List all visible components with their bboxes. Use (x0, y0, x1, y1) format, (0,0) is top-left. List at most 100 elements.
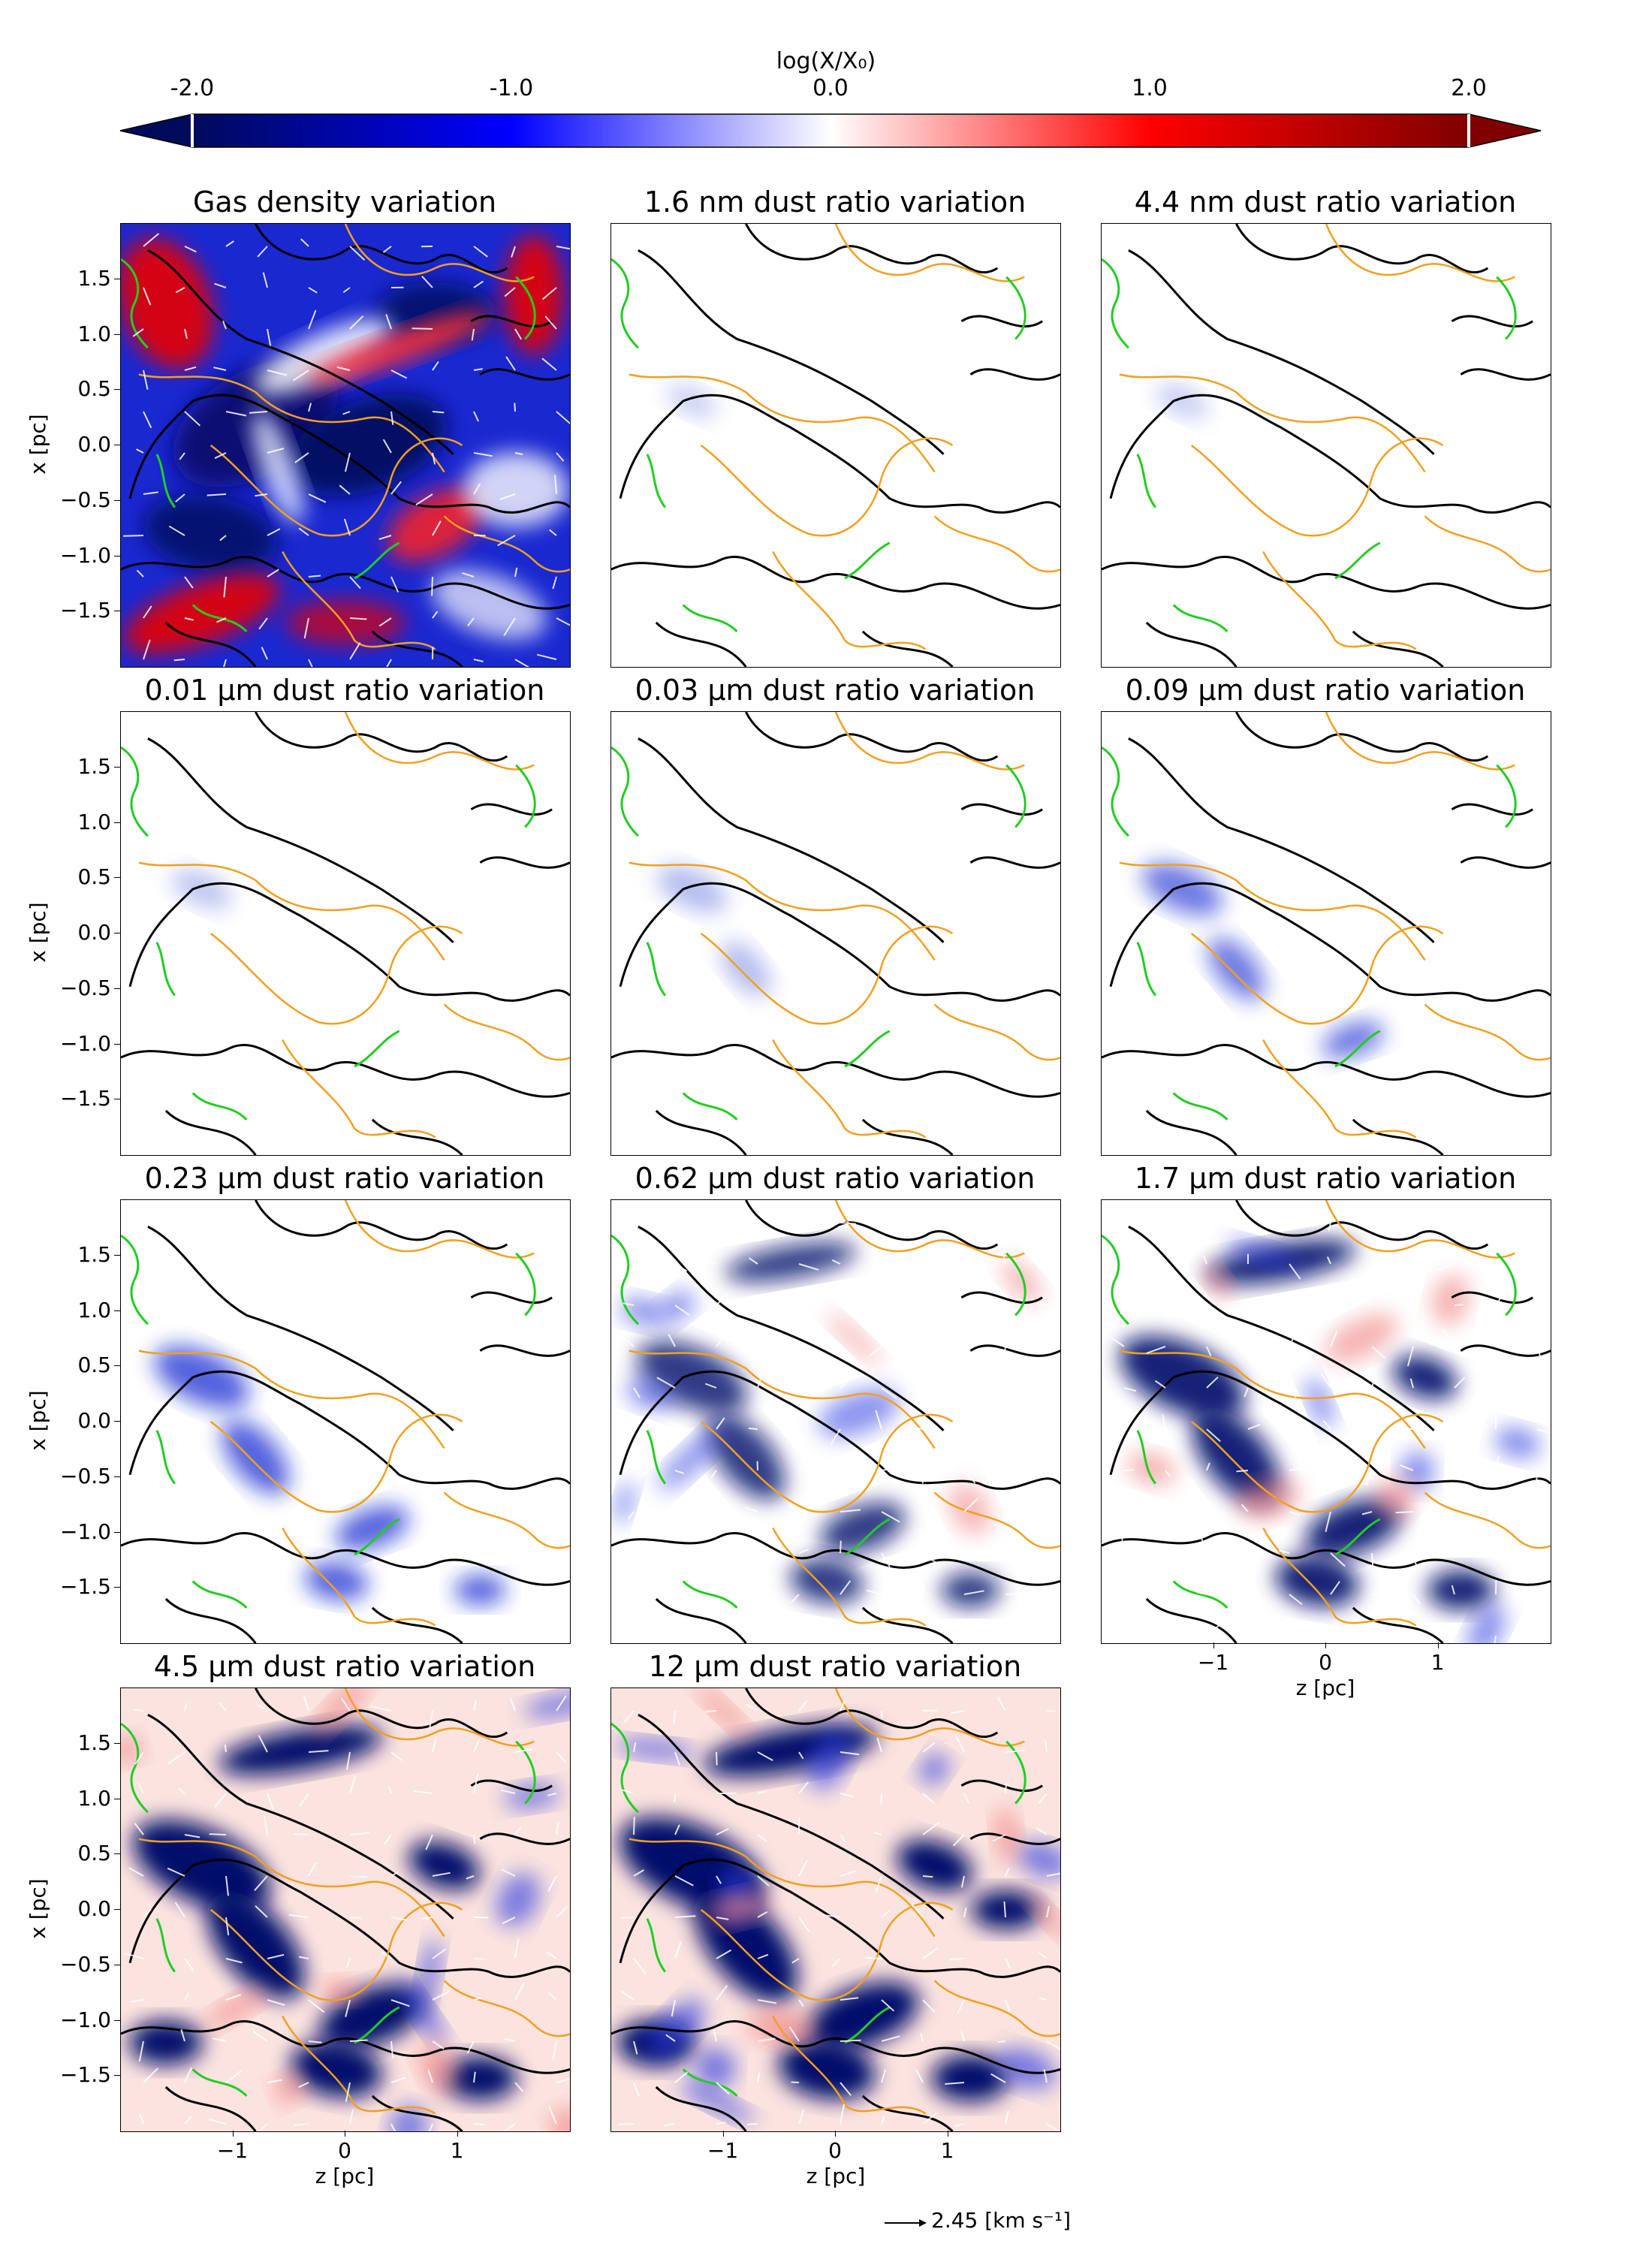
green-contour (191, 1092, 248, 1120)
velocity-vector (699, 1254, 717, 1265)
orange-contour (1262, 1528, 1417, 1627)
velocity-vector (1320, 1373, 1331, 1389)
dust-depletion-region (171, 869, 232, 909)
dust-variation-spot (807, 1732, 851, 1790)
velocity-vector (757, 1953, 769, 1959)
velocity-vector (798, 2110, 805, 2125)
y-tick-label: 0.5 (77, 376, 111, 402)
orange-contour (138, 861, 445, 961)
velocity-vector (473, 1773, 479, 1794)
velocity-vector (252, 2030, 268, 2042)
velocity-vector (1123, 1387, 1137, 1392)
velocity-vector (1289, 1304, 1291, 1326)
y-tick-label: 0.0 (77, 920, 111, 945)
velocity-vector (1330, 1470, 1340, 1479)
velocity-vector (184, 246, 197, 253)
green-contour (191, 604, 248, 632)
green-contour (844, 1030, 891, 1068)
velocity-vector (298, 2082, 309, 2089)
velocity-vector (342, 411, 351, 415)
orange-contour (700, 1413, 954, 1513)
velocity-vector (1005, 1222, 1008, 1235)
velocity-vector (1409, 1378, 1414, 1389)
dust-variation-spot (1306, 1377, 1334, 1428)
velocity-vector (996, 1697, 1006, 1712)
velocity-vector (349, 642, 361, 660)
velocity-vector (798, 1462, 807, 1471)
dust-depletion-region (1304, 1498, 1402, 1558)
density-region (288, 394, 448, 496)
velocity-vector (674, 1263, 688, 1272)
orange-contour (629, 373, 936, 473)
velocity-vector (665, 2034, 676, 2042)
velocity-vector (1206, 1346, 1212, 1356)
velocity-vector (184, 2116, 193, 2125)
velocity-vector (960, 2030, 965, 2042)
panel-title: 0.09 μm dust ratio variation (1125, 674, 1526, 707)
velocity-vector (541, 357, 557, 371)
dust-depletion-region (790, 1558, 864, 1604)
velocity-vector (1403, 1204, 1414, 1223)
velocity-vector (787, 1219, 800, 1223)
velocity-vector (920, 1635, 924, 1643)
black-contour (470, 315, 570, 381)
velocity-vector (466, 2040, 475, 2054)
map-svg (121, 1688, 570, 2131)
velocity-vector (300, 238, 309, 247)
y-tick-mark (114, 766, 120, 768)
velocity-vector (788, 1504, 800, 1513)
velocity-vector (1488, 1327, 1497, 1347)
velocity-vector (346, 1751, 351, 1770)
map-panel: 1.7 μm dust ratio variation −1 0 1 z [pc] (1101, 1162, 1551, 1700)
black-contour (745, 1688, 999, 1739)
velocity-vector (1330, 1330, 1338, 1347)
dust-depletion-region (128, 2020, 203, 2065)
velocity-vector (219, 535, 227, 541)
velocity-vector (514, 567, 518, 578)
velocity-vector (382, 439, 392, 454)
green-contour (1005, 764, 1026, 828)
velocity-vector (123, 535, 144, 537)
orange-contour (1262, 551, 1417, 650)
black-contour (1128, 1226, 1435, 1431)
dust-depletion-region (336, 1505, 409, 1551)
velocity-vector (1454, 1222, 1464, 1230)
velocity-vector (881, 1999, 895, 2012)
velocity-vector (798, 1999, 804, 2007)
velocity-vector (1482, 1256, 1497, 1265)
velocity-vector (184, 617, 194, 621)
velocity-vector (798, 1781, 809, 1794)
velocity-vector (945, 2082, 965, 2085)
x-axis-label: z [pc] (1295, 1675, 1355, 1700)
velocity-vector (134, 1709, 144, 1712)
velocity-vector (255, 493, 268, 497)
black-contour (164, 621, 463, 667)
velocity-vector (224, 1744, 227, 1753)
black-contour (121, 2020, 570, 2074)
colorbar-ticklines (191, 114, 1470, 147)
velocity-vector (510, 1698, 516, 1712)
velocity-vector (262, 272, 268, 288)
velocity-vector (427, 2069, 433, 2083)
velocity-vector (378, 535, 392, 541)
black-contour (638, 1226, 945, 1431)
velocity-vectors (123, 233, 570, 667)
velocity-vector (922, 1875, 933, 1878)
velocity-vector (473, 659, 484, 662)
orange-contour (344, 224, 535, 282)
velocity-vector (713, 1582, 717, 1595)
velocity-vector (1536, 1346, 1544, 1365)
velocity-vector (1196, 1304, 1207, 1312)
velocity-vector (822, 1914, 841, 1918)
dust-depletion-region (725, 1242, 857, 1282)
velocity-vector (336, 366, 351, 371)
velocity-vector (622, 1635, 635, 1643)
velocity-vector (303, 617, 309, 639)
velocity-vector (1371, 1263, 1376, 1280)
x-tick-label: 0 (828, 2138, 842, 2163)
velocity-vector (830, 1428, 841, 1446)
black-contour (147, 737, 454, 943)
colorbar-tick-label: 1.0 (1132, 75, 1168, 101)
velocity-vector (143, 1908, 152, 1918)
velocity-vector (1110, 1336, 1125, 1347)
